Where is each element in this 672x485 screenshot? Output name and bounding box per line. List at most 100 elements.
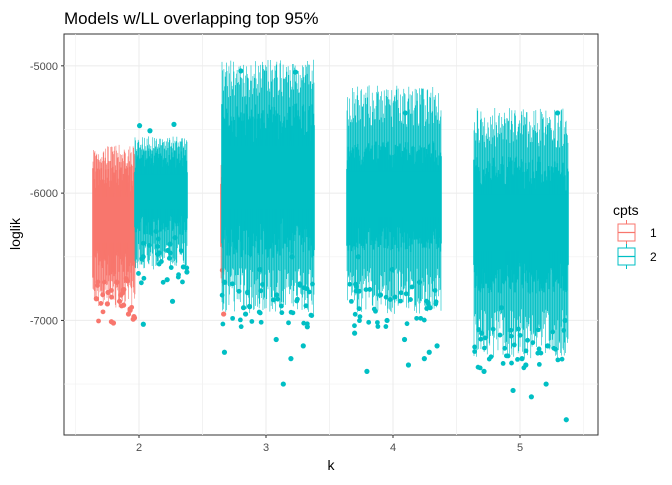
outlier-point: [426, 349, 432, 355]
outlier-point: [472, 349, 478, 354]
outlier-point: [481, 368, 487, 374]
outlier-point: [521, 365, 527, 371]
outlier-point: [511, 342, 517, 348]
outlier-point: [416, 279, 423, 285]
legend-label-1: 1: [650, 226, 657, 240]
x-tick-label-3: 5: [517, 442, 523, 454]
outlier-point: [398, 298, 403, 304]
outlier-point: [138, 280, 144, 286]
outlier-point: [159, 259, 164, 264]
outlier-point: [508, 327, 514, 333]
outlier-point: [139, 256, 145, 262]
outlier-point: [286, 320, 291, 326]
outlier-point: [290, 310, 296, 316]
outlier-point: [171, 121, 177, 127]
legend-entry-2: 2: [617, 244, 657, 269]
outlier-point: [279, 303, 284, 309]
outlier-point: [486, 356, 492, 362]
outlier-point: [146, 242, 152, 248]
outlier-point: [131, 314, 137, 320]
outlier-point: [536, 361, 542, 367]
legend: cpts 1 2: [613, 202, 657, 269]
box-core: [135, 174, 187, 210]
outlier-point: [310, 281, 315, 287]
outlier-point: [434, 343, 440, 349]
outlier-point: [404, 321, 410, 327]
outlier-point: [505, 353, 511, 359]
outlier-point: [95, 279, 101, 285]
outlier-point: [536, 346, 542, 352]
outlier-point: [401, 336, 408, 343]
outlier-point: [519, 356, 525, 362]
x-axis-title: k: [328, 457, 336, 473]
outlier-point: [110, 320, 117, 326]
outlier-point: [168, 265, 174, 270]
outlier-point: [109, 294, 115, 300]
outlier-point: [292, 69, 299, 75]
outlier-point: [94, 283, 100, 288]
outlier-point: [289, 254, 295, 260]
outlier-point: [275, 296, 281, 302]
outlier-point: [229, 281, 235, 287]
outlier-point: [363, 287, 369, 292]
outlier-point: [238, 324, 244, 330]
outlier-point: [424, 306, 430, 311]
outlier-point: [294, 298, 300, 304]
outlier-point: [377, 292, 384, 298]
outlier-point: [304, 321, 310, 327]
outlier-point: [356, 288, 362, 294]
outlier-point: [236, 288, 242, 294]
outlier-point: [221, 349, 228, 355]
outlier-point: [260, 282, 265, 287]
outlier-point: [129, 304, 135, 310]
outlier-point: [352, 323, 357, 329]
outlier-point: [279, 310, 285, 316]
legend-label-2: 2: [650, 250, 657, 264]
outlier-point: [141, 275, 147, 281]
outlier-point: [392, 294, 398, 300]
outlier-point: [155, 236, 161, 242]
outlier-point: [222, 279, 228, 285]
outlier-point: [273, 336, 279, 343]
outlier-point: [490, 326, 496, 332]
outlier-point: [184, 265, 190, 271]
outlier-point: [136, 271, 141, 276]
outlier-point: [220, 321, 226, 327]
x-tick-label-1: 3: [263, 442, 269, 454]
outlier-point: [528, 394, 534, 400]
outlier-point: [242, 311, 249, 317]
y-tick-label-1: -6000: [30, 188, 58, 200]
outlier-point: [167, 241, 173, 247]
outlier-point: [479, 330, 485, 336]
outlier-point: [258, 319, 264, 325]
chart-title: Models w/LL overlapping top 95%: [64, 9, 319, 28]
outlier-point: [300, 343, 306, 349]
outlier-point: [375, 324, 381, 329]
outlier-point: [116, 298, 123, 304]
data-marks: [92, 59, 569, 423]
outlier-point: [388, 297, 393, 302]
outlier-point: [375, 320, 380, 325]
outlier-point: [510, 387, 516, 394]
outlier-point: [274, 292, 280, 298]
legend-title: cpts: [613, 202, 639, 218]
y-axis-title: loglik: [7, 217, 23, 250]
outlier-point: [356, 306, 362, 312]
outlier-point: [114, 279, 120, 285]
outlier-point: [538, 350, 544, 356]
outlier-point: [414, 315, 420, 321]
outlier-point: [408, 297, 413, 302]
outlier-point: [156, 250, 162, 256]
x-tick-label-0: 2: [136, 442, 142, 454]
outlier-point: [509, 360, 514, 366]
outlier-point: [366, 319, 372, 325]
outlier-point: [246, 303, 252, 309]
outlier-point: [120, 290, 126, 296]
outlier-point: [104, 301, 110, 307]
outlier-point: [249, 319, 255, 324]
outlier-point: [125, 311, 132, 317]
outlier-point: [101, 279, 107, 285]
outlier-point: [426, 302, 431, 307]
box-core: [93, 196, 135, 243]
